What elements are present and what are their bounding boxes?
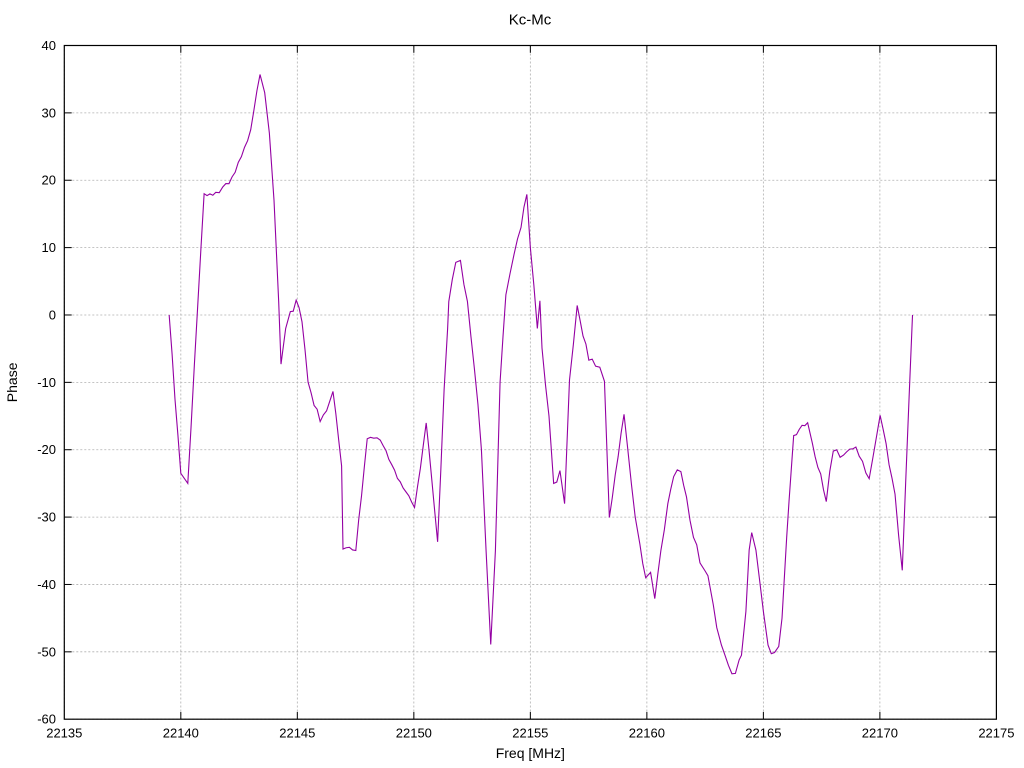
svg-text:22145: 22145	[279, 726, 315, 741]
svg-text:-60: -60	[37, 712, 56, 727]
svg-text:-40: -40	[37, 577, 56, 592]
svg-text:22175: 22175	[978, 726, 1014, 741]
svg-text:0: 0	[49, 307, 56, 322]
svg-text:10: 10	[42, 240, 56, 255]
svg-text:22155: 22155	[512, 726, 548, 741]
svg-text:20: 20	[42, 173, 56, 188]
svg-text:22160: 22160	[629, 726, 665, 741]
svg-text:22140: 22140	[163, 726, 199, 741]
svg-text:30: 30	[42, 105, 56, 120]
svg-text:-10: -10	[37, 375, 56, 390]
svg-text:Freq [MHz]: Freq [MHz]	[496, 745, 565, 761]
svg-text:-20: -20	[37, 442, 56, 457]
svg-text:40: 40	[42, 38, 56, 53]
svg-text:22170: 22170	[862, 726, 898, 741]
svg-text:-50: -50	[37, 644, 56, 659]
svg-text:22165: 22165	[745, 726, 781, 741]
svg-text:Kc-Mc: Kc-Mc	[509, 12, 552, 29]
svg-text:22150: 22150	[396, 726, 432, 741]
svg-text:-30: -30	[37, 510, 56, 525]
svg-text:Phase: Phase	[4, 362, 20, 402]
svg-text:22135: 22135	[46, 726, 82, 741]
